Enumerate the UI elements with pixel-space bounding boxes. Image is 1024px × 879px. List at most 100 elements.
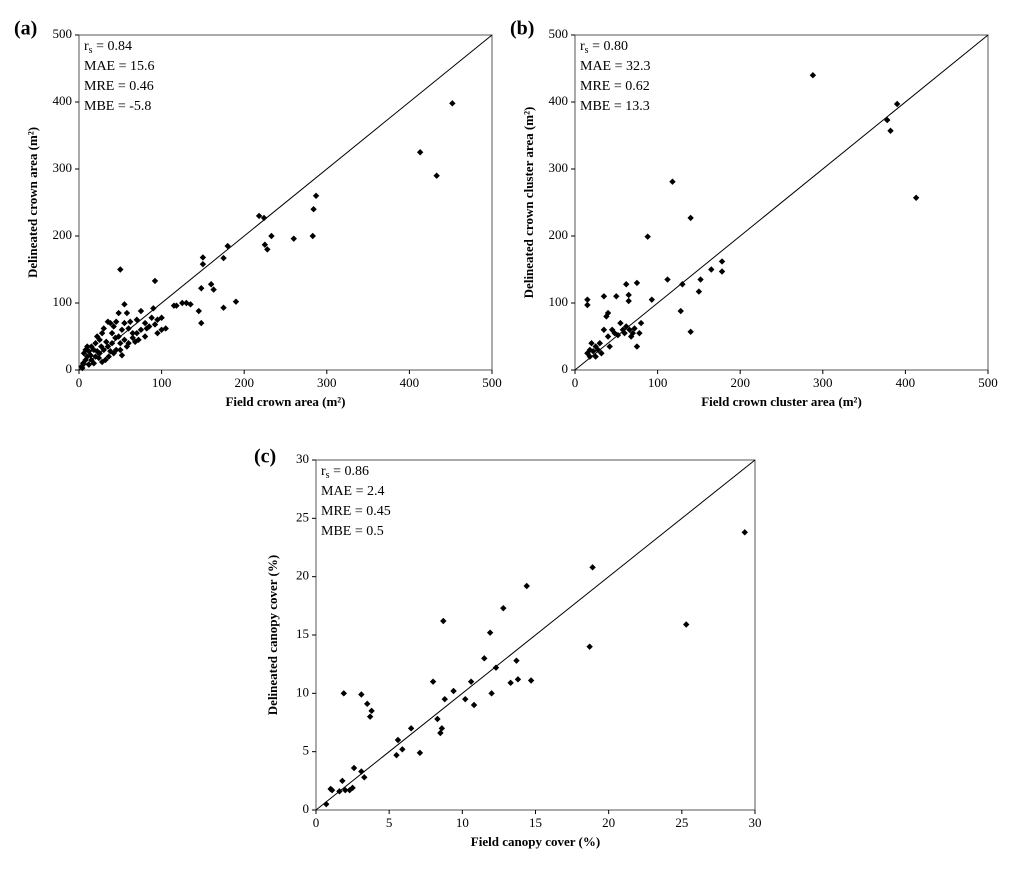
point xyxy=(198,285,205,292)
point xyxy=(151,277,159,285)
point xyxy=(133,316,141,323)
point xyxy=(79,364,86,372)
point xyxy=(440,617,447,625)
point xyxy=(434,715,441,723)
point xyxy=(268,232,275,240)
point xyxy=(133,329,141,337)
x-axis-label: Field crown area (m²) xyxy=(225,394,345,409)
y-axis-label: Delineated crown cluster area (m²) xyxy=(521,107,536,299)
point xyxy=(346,786,353,794)
y-axis-label: Delineated canopy cover (%) xyxy=(265,555,280,715)
point xyxy=(617,319,624,327)
point xyxy=(150,305,157,312)
stat-symbol: r xyxy=(321,464,326,479)
point xyxy=(718,268,726,275)
point xyxy=(85,361,93,368)
x-tick-label: 400 xyxy=(400,375,420,390)
y-tick-label: 400 xyxy=(53,93,73,108)
stat-symbol: r xyxy=(580,39,585,54)
point xyxy=(600,293,608,300)
y-tick-label: 15 xyxy=(296,626,309,641)
point xyxy=(606,343,613,350)
stat-text: MRE = 0.46 xyxy=(84,79,154,94)
point xyxy=(327,785,334,793)
point xyxy=(586,353,594,360)
x-tick-label: 0 xyxy=(572,375,579,390)
point xyxy=(104,318,112,325)
point xyxy=(438,725,446,732)
point xyxy=(437,729,444,737)
point xyxy=(623,323,630,330)
point xyxy=(695,288,703,295)
x-tick-label: 25 xyxy=(675,815,688,830)
stat-text: MAE = 32.3 xyxy=(580,59,651,74)
stat-subscript: s xyxy=(89,45,93,56)
point xyxy=(93,333,101,340)
x-tick-label: 300 xyxy=(317,375,337,390)
point xyxy=(687,214,694,222)
point xyxy=(309,232,316,240)
point xyxy=(394,736,402,744)
point xyxy=(399,746,406,753)
y-tick-label: 200 xyxy=(549,227,569,242)
one-to-one-line xyxy=(78,34,493,371)
y-axis-label: Delineated crown area (m²) xyxy=(25,127,40,278)
x-tick-label: 0 xyxy=(313,815,320,830)
y-tick-label: 500 xyxy=(549,26,569,41)
point xyxy=(586,643,593,650)
y-tick-label: 25 xyxy=(296,509,309,524)
point xyxy=(441,695,448,703)
point xyxy=(232,298,240,305)
stat-text: rs = 0.84 xyxy=(84,39,132,56)
point xyxy=(115,333,122,340)
point xyxy=(636,329,643,337)
point xyxy=(112,318,120,325)
point xyxy=(137,326,145,333)
point xyxy=(588,340,595,347)
point xyxy=(195,307,202,315)
stat-subscript: s xyxy=(326,470,330,481)
point xyxy=(683,621,690,628)
y-tick-label: 0 xyxy=(66,361,73,376)
panel-label: (a) xyxy=(14,18,37,40)
point xyxy=(366,713,374,720)
point xyxy=(260,214,268,222)
one-to-one-line xyxy=(574,34,989,371)
y-tick-label: 300 xyxy=(549,160,569,175)
x-tick-label: 20 xyxy=(602,815,615,830)
point xyxy=(342,786,349,794)
point xyxy=(594,346,602,354)
point xyxy=(207,281,215,288)
point xyxy=(416,149,424,156)
point xyxy=(105,353,112,360)
point xyxy=(123,309,131,317)
point xyxy=(523,582,530,590)
point xyxy=(513,657,520,664)
point xyxy=(584,296,591,303)
point xyxy=(429,678,437,685)
stat-value: = 0.86 xyxy=(330,464,369,479)
stat-value: = 0.84 xyxy=(93,39,132,54)
point xyxy=(449,100,456,107)
y-tick-label: 100 xyxy=(53,294,73,309)
point xyxy=(121,319,128,327)
point xyxy=(117,266,124,273)
point xyxy=(199,260,207,268)
point xyxy=(741,529,748,536)
point xyxy=(131,338,139,346)
point xyxy=(141,319,149,327)
point xyxy=(462,695,469,703)
point xyxy=(108,340,116,347)
point xyxy=(467,678,475,685)
x-tick-label: 10 xyxy=(456,815,469,830)
point xyxy=(368,707,375,715)
x-tick-label: 500 xyxy=(978,375,998,390)
point xyxy=(364,700,371,708)
point xyxy=(90,360,98,367)
point xyxy=(718,258,726,265)
point xyxy=(92,340,99,347)
point xyxy=(121,301,128,308)
point xyxy=(589,564,596,571)
point xyxy=(407,725,415,732)
stat-text: MRE = 0.45 xyxy=(321,504,391,519)
